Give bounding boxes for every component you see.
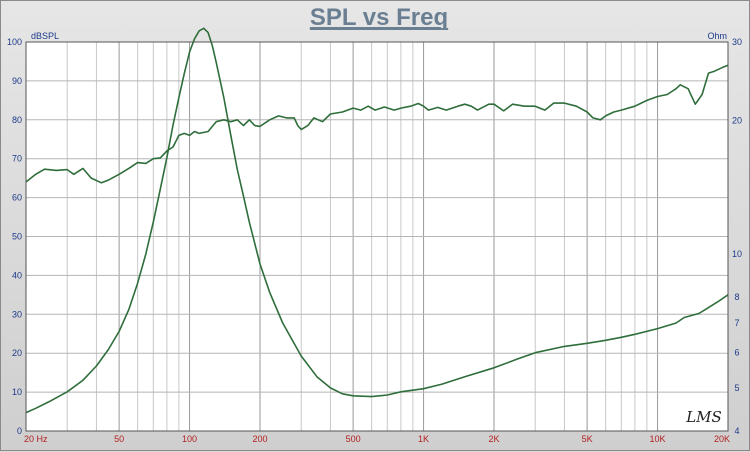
x-tick-label: 500 [346,434,361,444]
left-axis-label: dBSPL [31,31,59,41]
right-tick-label: 6 [734,348,739,358]
x-tick-label: 2K [488,434,499,444]
right-tick-label: 5 [734,383,739,393]
spl-curve [25,64,729,184]
x-tick-label: 1K [418,434,429,444]
tick-labels: 20 Hz 50 100 200 500 1K 2K 5K 10K 20K 0 10 20 30 40 50 6… [7,37,742,444]
x-tick-label: 100 [182,434,197,444]
curves [25,27,729,414]
lms-logo: LMS [685,408,722,426]
left-tick-label: 90 [12,76,22,86]
right-tick-label: 10 [732,249,742,259]
x-tick-label: 20K [714,434,730,444]
x-tick-label: 10K [650,434,666,444]
left-tick-label: 20 [12,348,22,358]
x-tick-label: 5K [582,434,593,444]
left-tick-label: 10 [12,387,22,397]
left-tick-label: 50 [12,232,22,242]
left-tick-label: 60 [12,193,22,203]
grid [25,41,729,432]
x-tick-label: 50 [114,434,124,444]
impedance-curve [25,27,729,414]
left-tick-label: 40 [12,270,22,280]
plot-border [25,41,729,432]
left-tick-label: 80 [12,115,22,125]
chart-title: SPL vs Freq [310,4,448,31]
x-tick-label: 200 [252,434,267,444]
right-tick-label: 7 [734,318,739,328]
left-tick-label: 30 [12,309,22,319]
left-tick-label: 100 [7,37,22,47]
left-tick-label: 0 [17,426,22,436]
left-tick-label: 70 [12,154,22,164]
right-tick-label: 4 [734,426,739,436]
right-tick-label: 20 [732,115,742,125]
right-tick-label: 30 [732,37,742,47]
x-tick-label: 20 Hz [24,434,48,444]
right-axis-label: Ohm [707,31,727,41]
right-tick-label: 8 [734,292,739,302]
